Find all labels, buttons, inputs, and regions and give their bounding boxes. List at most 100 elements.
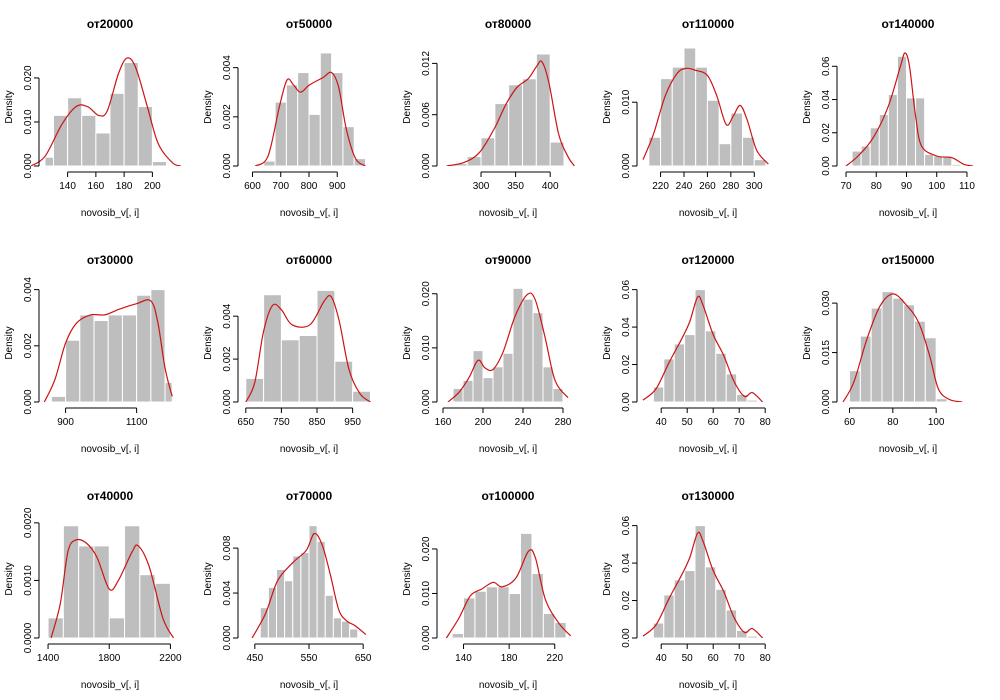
y-tick-label: 0.02	[621, 354, 632, 374]
histogram-bar	[715, 352, 727, 402]
histogram-bar	[915, 97, 926, 166]
histogram-panel: от120000 40 50 60 70 80 0.00 0.02 0.04 0.06 novosi…	[602, 253, 771, 455]
histogram-bar	[673, 343, 686, 402]
y-tick-label: 0.0000	[23, 622, 34, 653]
panel-title: от30000	[87, 253, 134, 267]
density-curve	[50, 538, 175, 638]
bars	[50, 289, 173, 402]
histogram-bar	[263, 160, 276, 166]
x-tick-label: 240	[515, 417, 532, 428]
y-axis: 0.000 0.010 0.020	[23, 65, 40, 179]
histogram-bar	[334, 360, 354, 402]
histogram-bar	[107, 314, 123, 402]
histogram-bar	[331, 72, 344, 166]
histogram-panel: от60000 650 750 850 950 0.000 0.002 0.004 novosi…	[203, 253, 371, 455]
histogram-bar	[552, 387, 564, 402]
y-axis: 0.00 0.02 0.04 0.06	[621, 279, 638, 412]
histogram-bar	[292, 555, 302, 638]
density-curve	[447, 292, 569, 402]
histogram-panel: от30000 900 1100 0.000 0.002 0.004 novosib_v[,…	[4, 253, 173, 455]
y-tick-label: 0.020	[23, 65, 34, 90]
y-tick-label: 0.00	[821, 156, 832, 176]
histogram-bar	[753, 159, 767, 166]
histogram-bar	[730, 112, 744, 166]
x-axis-label: novosib_v[, i]	[479, 680, 538, 691]
y-tick-label: 0.000	[421, 389, 432, 414]
x-axis-label: novosib_v[, i]	[280, 680, 339, 691]
histogram-bar	[123, 62, 139, 166]
histogram-bar	[718, 143, 732, 166]
x-axis-label: novosib_v[, i]	[879, 208, 938, 219]
histogram-bar	[274, 101, 287, 166]
histogram-bar	[316, 540, 326, 638]
y-tick-label: 0.004	[222, 303, 233, 328]
histogram-bar	[137, 106, 153, 166]
histogram-bar	[95, 132, 111, 166]
histogram-bar	[684, 334, 696, 402]
histogram-bar	[109, 92, 125, 166]
x-tick-label: 200	[475, 417, 492, 428]
x-tick-label: 950	[344, 417, 361, 428]
x-tick-label: 450	[246, 653, 263, 664]
histogram-panel: от130000 40 50 60 70 80 0.00 0.02 0.04 0.06 novosi…	[602, 489, 771, 691]
histogram-bar	[79, 314, 95, 402]
histogram-bar	[65, 339, 81, 402]
histogram-bar	[319, 52, 333, 166]
x-axis-label: novosib_v[, i]	[479, 444, 538, 455]
y-axis: 0.000 0.002 0.004	[222, 303, 239, 415]
density-curve	[642, 531, 764, 638]
histogram-bar	[452, 387, 464, 402]
histogram-bar	[869, 127, 880, 166]
x-tick-label: 140	[455, 653, 472, 664]
histogram-bar	[512, 287, 524, 402]
histogram-bar	[859, 335, 872, 402]
x-tick-label: 70	[840, 181, 852, 192]
x-tick-label: 60	[708, 653, 720, 664]
x-axis: 900 1100	[57, 407, 148, 428]
x-tick-label: 750	[273, 417, 290, 428]
density-curve	[445, 549, 572, 638]
x-axis: 140 160 180 200	[59, 171, 161, 192]
histogram-bar	[353, 158, 367, 166]
x-axis: 70 80 90 100 110	[840, 171, 975, 192]
histogram-bar	[150, 289, 166, 402]
x-axis: 300 350 400	[473, 171, 559, 192]
x-tick-label: 110	[959, 181, 975, 192]
y-tick-label: 0.000	[222, 389, 233, 414]
histogram-bar	[549, 141, 565, 166]
x-tick-label: 260	[699, 181, 716, 192]
histogram-bar	[485, 586, 499, 638]
histogram-bar	[935, 398, 948, 402]
histogram-bar	[280, 339, 300, 402]
histogram-panel: от90000 160 200 240 280 0.000 0.010 0.020 novosi…	[402, 253, 572, 455]
histogram-bar	[725, 373, 738, 402]
y-tick-label: 0.010	[621, 89, 632, 114]
bars	[849, 291, 948, 402]
x-tick-label: 60	[708, 417, 720, 428]
histogram-bar	[725, 609, 738, 638]
histogram-bar	[535, 53, 551, 166]
y-axis: 0.000 0.006 0.012	[421, 50, 438, 179]
x-tick-label: 240	[676, 181, 693, 192]
y-axis-label: Density	[203, 562, 214, 595]
y-tick-label: 0.00	[621, 392, 632, 412]
histogram-bar	[522, 78, 537, 166]
histogram-bar	[736, 630, 748, 638]
y-tick-label: 0.015	[821, 340, 832, 365]
histogram-bar	[849, 370, 861, 402]
x-axis-label: novosib_v[, i]	[679, 208, 738, 219]
histogram-bar	[497, 586, 510, 638]
histogram-panel: от150000 60 80 100 0.000 0.015 0.030 novosib_v[…	[802, 253, 963, 455]
density-curve	[842, 293, 963, 402]
histogram-bar	[746, 635, 758, 638]
x-axis: 600 700 800 900	[244, 171, 346, 192]
x-tick-label: 70	[734, 417, 746, 428]
histogram-bar	[914, 320, 926, 402]
y-axis: 0.00 0.02 0.04 0.06	[821, 56, 838, 176]
y-tick-label: 0.000	[421, 153, 432, 178]
y-tick-label: 0.000	[821, 389, 832, 414]
y-axis-label: Density	[802, 326, 813, 359]
density-curve	[642, 67, 769, 165]
x-tick-label: 2200	[159, 653, 182, 664]
